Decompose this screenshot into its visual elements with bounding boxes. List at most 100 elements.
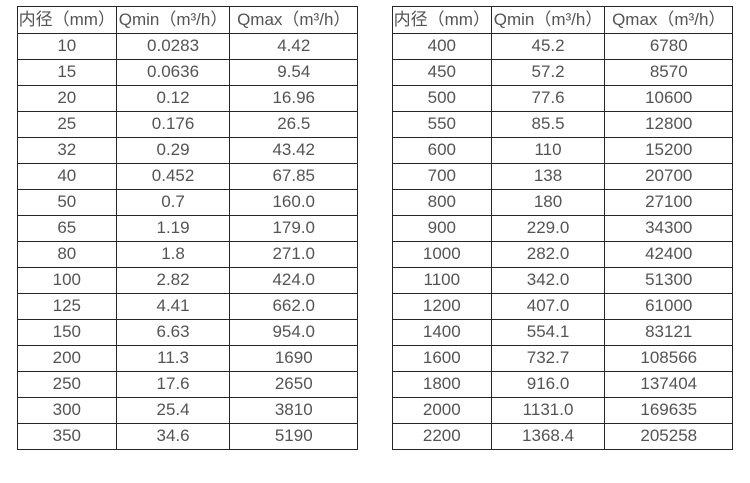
table-cell: 2000 (392, 397, 492, 424)
table-cell: 10 (17, 33, 117, 60)
table-cell: 1200 (392, 293, 492, 320)
table-cell: 65 (17, 215, 117, 242)
table-cell: 57.2 (490, 59, 606, 86)
table-row: 80 1.8 271.0 (17, 241, 358, 268)
table-cell: 400 (392, 33, 492, 60)
table-cell: 61000 (604, 293, 733, 320)
table-cell: 1800 (392, 371, 492, 398)
table-cell: 2650 (229, 371, 358, 398)
table-cell: 80 (17, 241, 117, 268)
table-cell: 700 (392, 163, 492, 190)
table-cell: 250 (17, 371, 117, 398)
table-cell: 43.42 (229, 137, 358, 164)
table-cell: 12800 (604, 111, 733, 138)
table-row: 32 0.29 43.42 (17, 137, 358, 164)
table-cell: 1400 (392, 319, 492, 346)
table-row: 1100 342.0 51300 (392, 267, 733, 294)
table-cell: 85.5 (490, 111, 606, 138)
table-row: 40 0.452 67.85 (17, 163, 358, 190)
table-cell: 342.0 (490, 267, 606, 294)
table-cell: 77.6 (490, 85, 606, 112)
table-row: 1600 732.7 108566 (392, 345, 733, 372)
table-cell: 6780 (604, 33, 733, 60)
table-row: 2000 1131.0 169635 (392, 397, 733, 424)
table-cell: 300 (17, 397, 117, 424)
table-cell: 125 (17, 293, 117, 320)
table-row: 100 2.82 424.0 (17, 267, 358, 294)
table-cell: 500 (392, 85, 492, 112)
table-cell: 2.82 (115, 267, 231, 294)
table-cell: 662.0 (229, 293, 358, 320)
table-cell: 26.5 (229, 111, 358, 138)
table-cell: 1131.0 (490, 397, 606, 424)
table-cell: 6.63 (115, 319, 231, 346)
table-row: 350 34.6 5190 (17, 423, 358, 450)
table-cell: 11.3 (115, 345, 231, 372)
table-cell: 0.7 (115, 189, 231, 216)
table-cell: 916.0 (490, 371, 606, 398)
table-cell: 229.0 (490, 215, 606, 242)
table-cell: 45.2 (490, 33, 606, 60)
table-cell: 3810 (229, 397, 358, 424)
header-cell: Qmax（m³/h） (229, 6, 358, 34)
table-cell: 1.19 (115, 215, 231, 242)
table-cell: 1.8 (115, 241, 231, 268)
tables-container: 内径（mm） Qmin（m³/h） Qmax（m³/h） 10 0.0283 4.42 15… (17, 6, 733, 450)
table-cell: 1368.4 (490, 423, 606, 450)
table-cell: 200 (17, 345, 117, 372)
table-cell: 5190 (229, 423, 358, 450)
header-cell: 内径（mm） (17, 6, 117, 34)
table-row: 15 0.0636 9.54 (17, 59, 358, 86)
table-cell: 0.0283 (115, 33, 231, 60)
table-row: 550 85.5 12800 (392, 111, 733, 138)
table-cell: 9.54 (229, 59, 358, 86)
table-cell: 0.29 (115, 137, 231, 164)
header-cell: 内径（mm） (392, 6, 492, 34)
table-cell: 15200 (604, 137, 733, 164)
table-cell: 25 (17, 111, 117, 138)
table-cell: 0.452 (115, 163, 231, 190)
table-row: 10 0.0283 4.42 (17, 33, 358, 60)
table-row: 400 45.2 6780 (392, 33, 733, 60)
table-cell: 16.96 (229, 85, 358, 112)
table-row: 50 0.7 160.0 (17, 189, 358, 216)
table-cell: 1100 (392, 267, 492, 294)
table-cell: 100 (17, 267, 117, 294)
table-cell: 34.6 (115, 423, 231, 450)
table-cell: 282.0 (490, 241, 606, 268)
table-cell: 25.4 (115, 397, 231, 424)
table-cell: 4.42 (229, 33, 358, 60)
table-cell: 180 (490, 189, 606, 216)
table-cell: 17.6 (115, 371, 231, 398)
table-cell: 42400 (604, 241, 733, 268)
table-cell: 67.85 (229, 163, 358, 190)
table-cell: 205258 (604, 423, 733, 450)
table-cell: 4.41 (115, 293, 231, 320)
header-row: 内径（mm） Qmin（m³/h） Qmax（m³/h） (17, 6, 358, 34)
table-cell: 1600 (392, 345, 492, 372)
table-row: 2200 1368.4 205258 (392, 423, 733, 450)
table-row: 600 110 15200 (392, 137, 733, 164)
table-cell: 450 (392, 59, 492, 86)
table-cell: 554.1 (490, 319, 606, 346)
table-row: 125 4.41 662.0 (17, 293, 358, 320)
table-cell: 271.0 (229, 241, 358, 268)
table-cell: 20700 (604, 163, 733, 190)
table-cell: 32 (17, 137, 117, 164)
table-cell: 15 (17, 59, 117, 86)
table-row: 1800 916.0 137404 (392, 371, 733, 398)
table-cell: 424.0 (229, 267, 358, 294)
table-cell: 108566 (604, 345, 733, 372)
table-cell: 160.0 (229, 189, 358, 216)
table-cell: 27100 (604, 189, 733, 216)
table-row: 25 0.176 26.5 (17, 111, 358, 138)
table-row: 300 25.4 3810 (17, 397, 358, 424)
table-cell: 50 (17, 189, 117, 216)
table-cell: 138 (490, 163, 606, 190)
table-cell: 40 (17, 163, 117, 190)
table-cell: 1690 (229, 345, 358, 372)
table-cell: 169635 (604, 397, 733, 424)
table-cell: 954.0 (229, 319, 358, 346)
table-row: 450 57.2 8570 (392, 59, 733, 86)
